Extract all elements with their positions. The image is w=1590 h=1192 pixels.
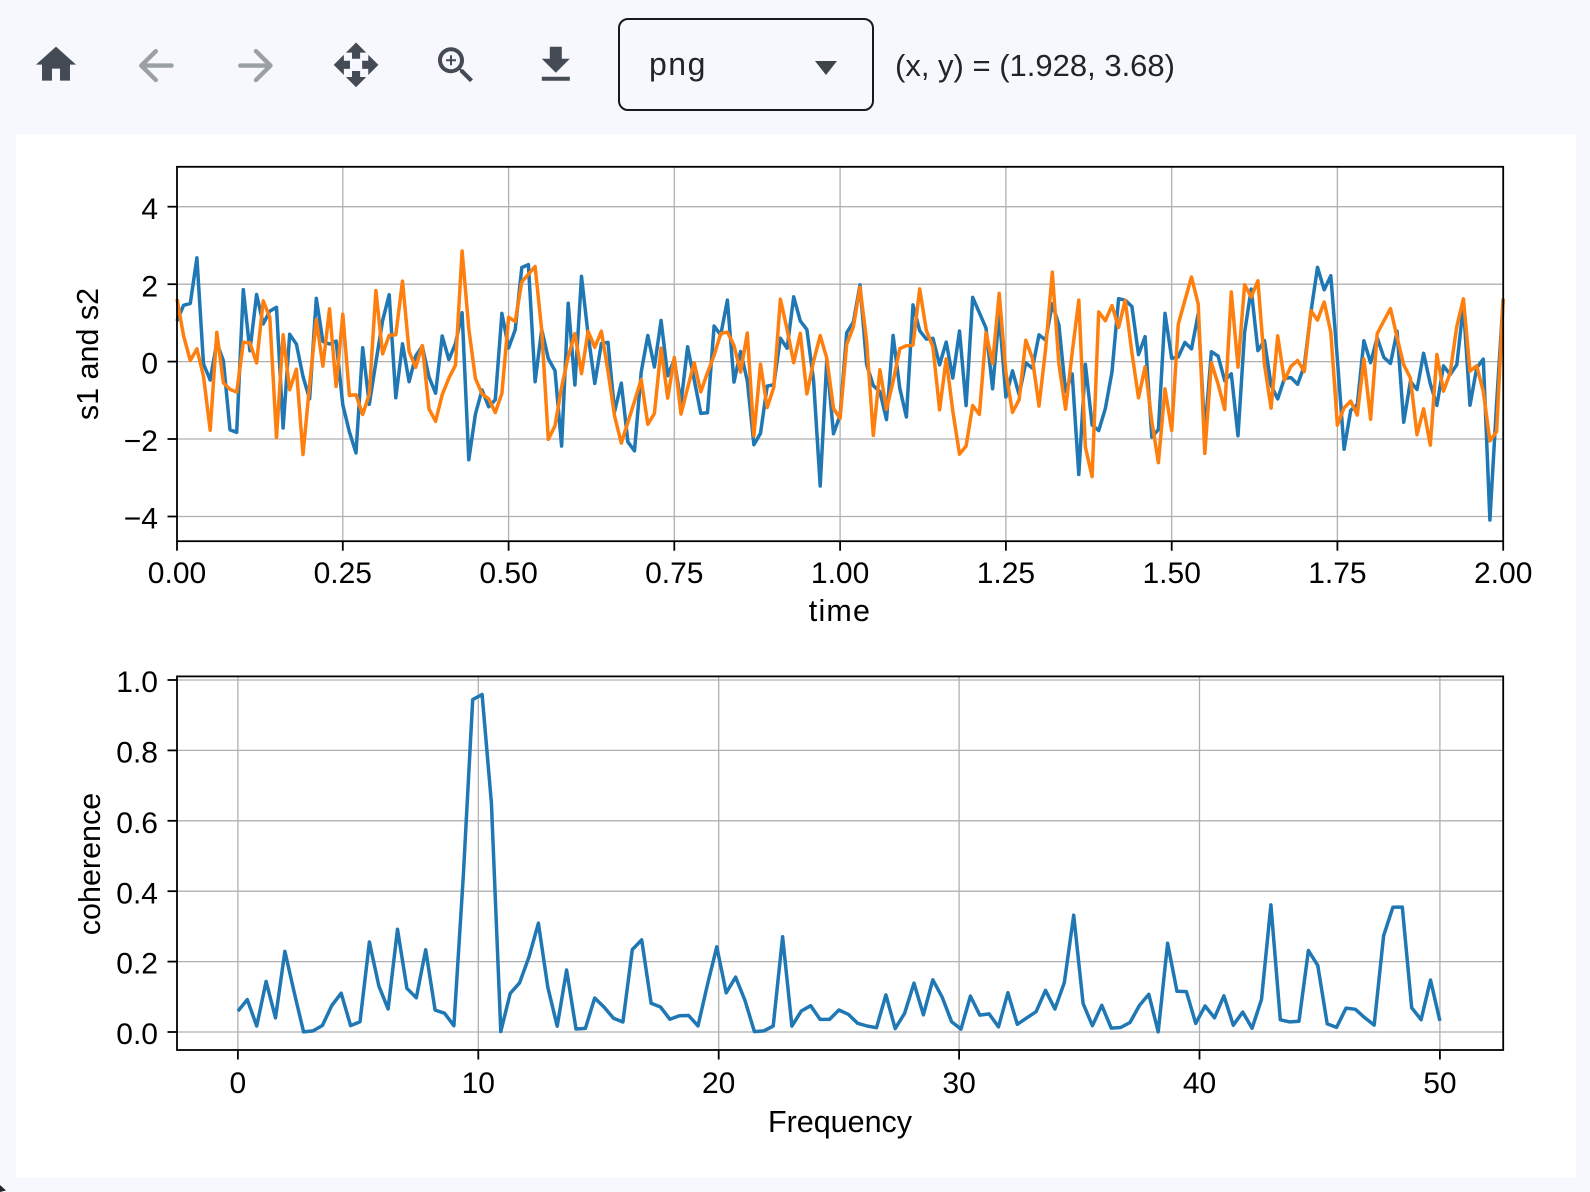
svg-text:0: 0 [230, 1067, 247, 1100]
svg-text:0.2: 0.2 [116, 948, 158, 981]
svg-text:0.0: 0.0 [116, 1018, 158, 1051]
svg-text:−4: −4 [124, 503, 158, 536]
svg-text:−2: −2 [124, 425, 158, 458]
svg-text:1.0: 1.0 [116, 666, 158, 699]
svg-text:1.00: 1.00 [811, 557, 869, 590]
svg-text:0.6: 0.6 [116, 807, 158, 840]
svg-text:20: 20 [702, 1067, 735, 1100]
svg-text:50: 50 [1423, 1067, 1456, 1100]
svg-text:4: 4 [141, 193, 158, 226]
svg-text:0: 0 [141, 348, 158, 381]
svg-text:2: 2 [141, 270, 158, 303]
svg-text:Frequency: Frequency [768, 1105, 913, 1139]
svg-text:s1 and s2: s1 and s2 [71, 288, 105, 420]
svg-text:1.25: 1.25 [977, 557, 1035, 590]
svg-text:0.4: 0.4 [116, 877, 158, 910]
svg-text:0.25: 0.25 [314, 557, 372, 590]
svg-text:40: 40 [1183, 1067, 1216, 1100]
svg-text:0.75: 0.75 [645, 557, 703, 590]
svg-text:2.00: 2.00 [1474, 557, 1532, 590]
svg-text:10: 10 [462, 1067, 495, 1100]
svg-text:0.50: 0.50 [479, 557, 537, 590]
svg-text:0.8: 0.8 [116, 737, 158, 770]
svg-text:1.50: 1.50 [1143, 557, 1201, 590]
svg-text:30: 30 [942, 1067, 975, 1100]
svg-text:1.75: 1.75 [1308, 557, 1366, 590]
svg-text:0.00: 0.00 [148, 557, 206, 590]
svg-text:coherence: coherence [73, 793, 107, 935]
svg-text:time: time [809, 594, 871, 628]
